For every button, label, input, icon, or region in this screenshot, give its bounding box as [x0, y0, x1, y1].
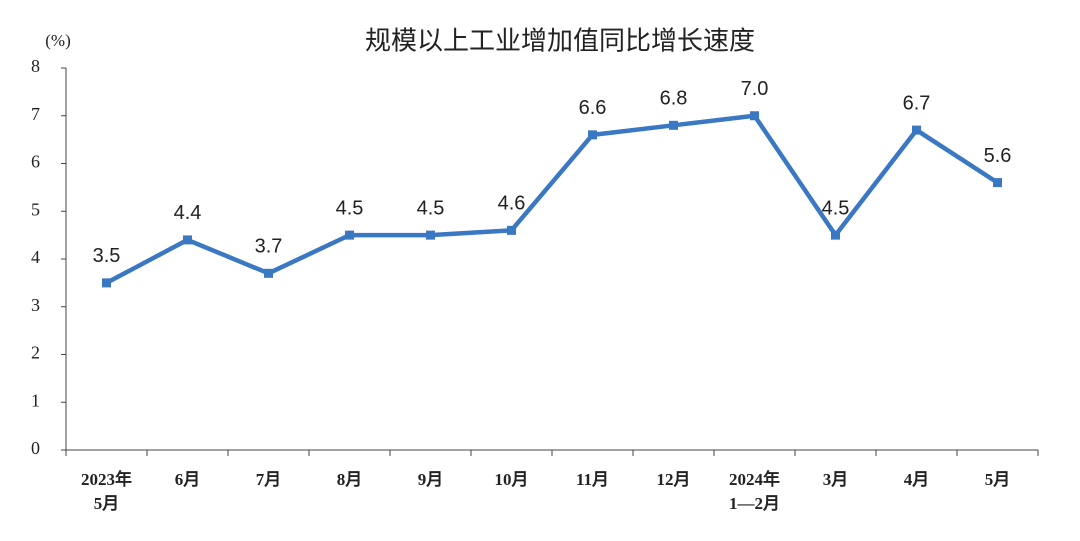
point: [507, 225, 516, 235]
x-tick-label: 12月: [657, 470, 691, 489]
x-tick-label: 11月: [576, 470, 609, 489]
data-label: 6.7: [903, 92, 931, 114]
y-tick-label: 0: [31, 438, 40, 458]
x-tick-label: 3月: [823, 470, 849, 489]
x-tick-label: 6月: [175, 470, 201, 489]
data-label: 4.5: [336, 197, 364, 219]
x-tick-label: 2024年 1—2月: [729, 469, 780, 513]
data-label: 7.0: [741, 78, 769, 100]
point: [669, 120, 678, 130]
point: [426, 230, 435, 240]
point: [750, 111, 759, 121]
y-tick-label: 5: [31, 199, 40, 219]
data-label: 3.5: [93, 245, 121, 267]
data-label: 3.7: [255, 236, 283, 258]
y-tick-label: 4: [31, 247, 40, 267]
y-tick-label: 6: [31, 152, 40, 172]
x-tick-label: 5月: [985, 470, 1011, 489]
data-label: 6.8: [660, 88, 688, 110]
point: [345, 230, 354, 240]
point: [183, 235, 192, 245]
y-axis-label: (%): [45, 31, 70, 50]
x-tick-label: 2023年 5月: [81, 469, 132, 513]
y-tick-label: 1: [31, 390, 40, 410]
point: [264, 268, 273, 278]
line: [105, 113, 999, 285]
x-tick-label: 9月: [418, 470, 444, 489]
data-label: 4.4: [174, 202, 202, 224]
y-tick-label: 2: [31, 343, 40, 363]
x-tick-label: 8月: [337, 470, 363, 489]
point: [912, 125, 921, 135]
data-label: 4.5: [417, 197, 445, 219]
point: [102, 278, 111, 288]
x-tick-label: 4月: [904, 470, 930, 489]
data-label: 4.5: [822, 197, 850, 219]
chart-title: 规模以上工业增加值同比增长速度: [365, 27, 755, 57]
y-tick-label: 8: [31, 56, 40, 76]
point: [993, 178, 1002, 188]
point: [588, 130, 597, 140]
data-label: 4.6: [498, 193, 526, 215]
x-tick-label: 7月: [256, 470, 282, 489]
y-tick-label: 7: [31, 104, 40, 124]
point: [831, 230, 840, 240]
data-label: 6.6: [579, 97, 607, 119]
x-tick-label: 10月: [495, 470, 529, 489]
y-tick-label: 3: [31, 295, 40, 315]
data-label: 5.6: [984, 145, 1012, 167]
